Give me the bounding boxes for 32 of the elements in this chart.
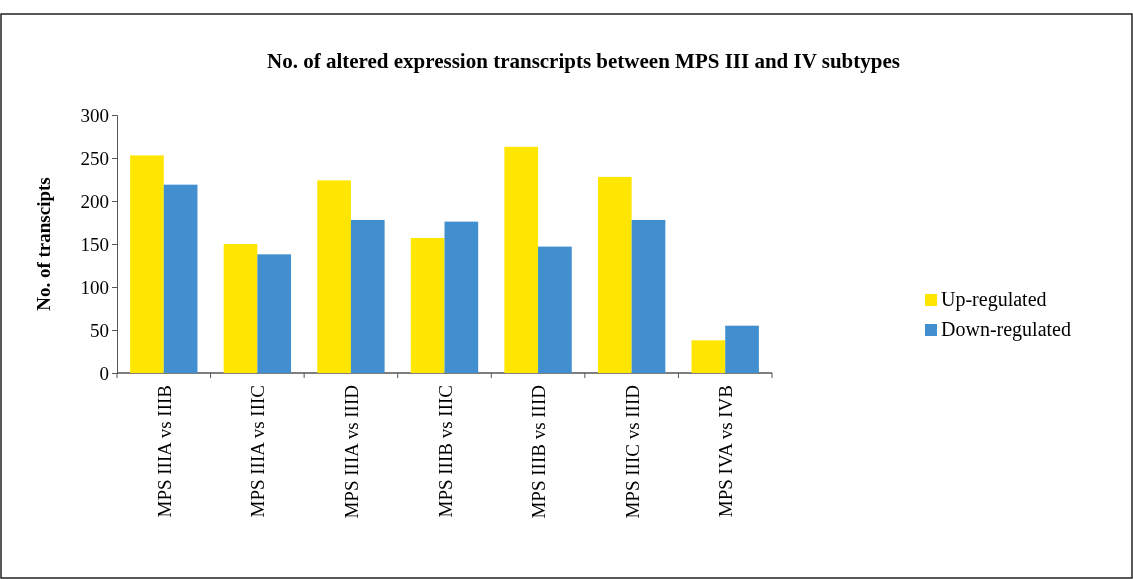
bar [725,325,759,373]
y-tick-label: 200 [80,190,109,212]
chart-title: No. of altered expression transcripts between MPS III and IV subtypes [267,49,900,73]
legend-label: Down-regulated [941,318,1071,341]
bar [597,176,632,373]
x-tick-label: MPS IIIC vs IIID [621,385,643,519]
y-tick-label: 250 [80,147,109,169]
bar [350,219,385,373]
bar [504,146,539,373]
legend-label: Up-regulated [941,288,1047,311]
y-tick-label: 150 [80,233,109,255]
x-tick-label: MPS IIIB vs IIIC [434,385,456,518]
bar [317,180,351,373]
bar [691,340,726,373]
x-tick-label: MPS IVA vs IVB [715,385,737,518]
y-tick-label: 100 [80,276,109,298]
bar [257,254,292,373]
y-tick-label: 0 [99,362,109,384]
bar [223,244,258,373]
y-tick-label: 300 [80,104,109,126]
x-tick-label: MPS IIIA vs IIIB [153,385,175,518]
x-tick-label: MPS IIIA vs IIID [340,385,362,519]
x-tick-label: MPS IIIA vs IIIC [247,385,269,518]
bar [130,155,164,373]
bar [631,219,666,373]
bar [163,184,198,373]
y-tick-label: 50 [90,319,109,341]
bar [410,237,445,373]
x-tick-label: MPS IIIB vs IIID [528,385,550,519]
bar [444,221,479,373]
bar [538,246,572,373]
y-axis-title: No. of transcipts [33,177,54,311]
